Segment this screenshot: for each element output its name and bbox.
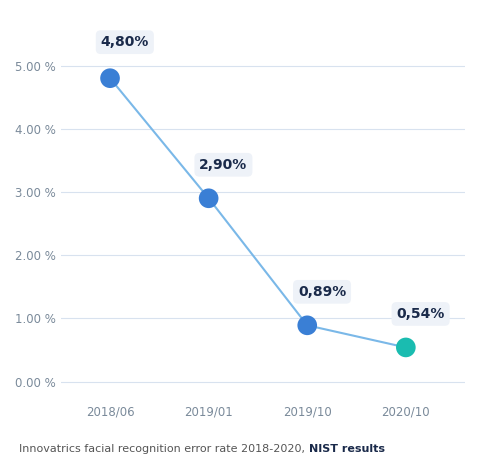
Point	[106, 75, 114, 82]
Text: 0,54%: 0,54%	[396, 307, 445, 321]
Text: Innovatrics facial recognition error rate 2018-2020,: Innovatrics facial recognition error rat…	[19, 445, 309, 454]
Point	[303, 322, 311, 329]
Point	[402, 344, 409, 351]
Text: 2,90%: 2,90%	[199, 158, 248, 172]
Point	[205, 194, 213, 202]
Text: 4,80%: 4,80%	[101, 35, 149, 49]
Text: NIST results: NIST results	[309, 445, 384, 454]
Text: 0,89%: 0,89%	[298, 285, 346, 299]
